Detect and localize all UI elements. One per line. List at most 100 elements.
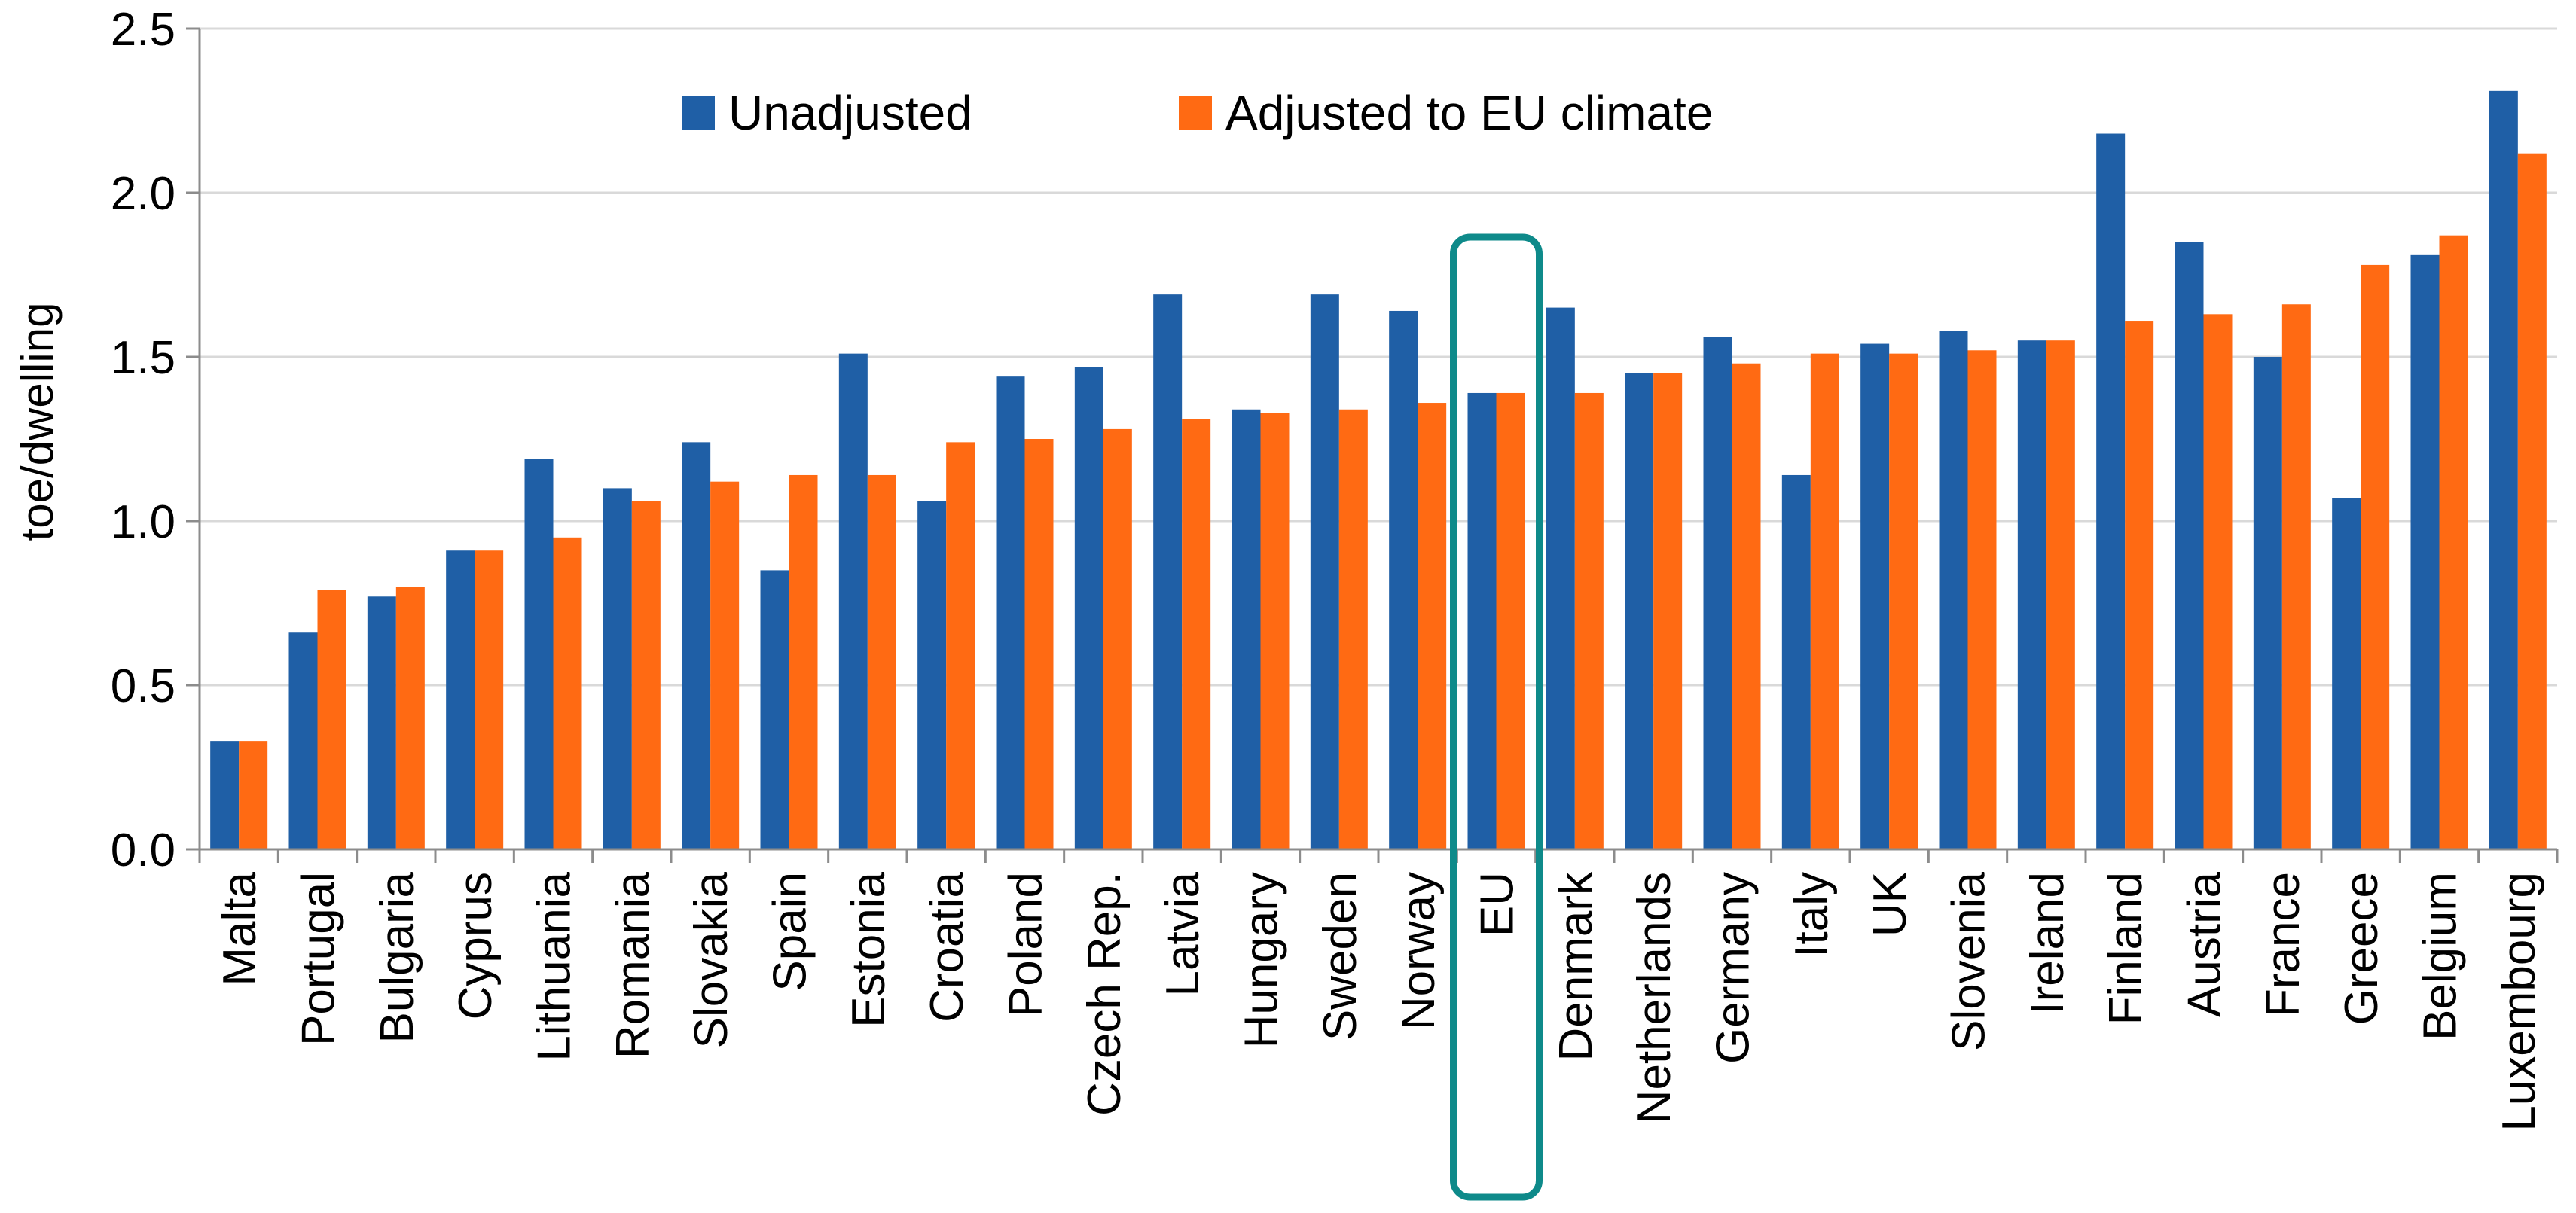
- x-tick-labels: Malta Portugal Bulgaria Cyprus Lithuania Roma…: [214, 871, 2545, 1132]
- bar-unadjusted-bulgaria: [367, 596, 396, 849]
- bar-unadjusted-estonia: [838, 353, 868, 849]
- bar-series: [210, 90, 2547, 850]
- bar-adjusted-austria: [2203, 314, 2233, 849]
- bar-unadjusted-malta: [210, 741, 240, 849]
- x-tick-label: Sweden: [1314, 872, 1366, 1041]
- bar-unadjusted-greece: [2332, 498, 2361, 849]
- x-tick-label: Austria: [2179, 871, 2231, 1016]
- x-tick-label: Denmark: [1550, 871, 1602, 1062]
- x-tick-label: Germany: [1708, 872, 1760, 1064]
- bar-adjusted-ireland: [2046, 340, 2075, 849]
- x-tick-label: Bulgaria: [371, 871, 423, 1043]
- bar-unadjusted-portugal: [288, 632, 318, 849]
- legend-swatch: [1179, 96, 1212, 130]
- bar-adjusted-greece: [2361, 264, 2390, 849]
- x-tick-label: Poland: [1000, 872, 1052, 1017]
- bar-adjusted-slovenia: [1967, 350, 1997, 849]
- bar-unadjusted-ireland: [2017, 340, 2046, 849]
- bar-unadjusted-czech-rep-: [1074, 367, 1103, 850]
- x-tick-label: Czech Rep.: [1079, 872, 1131, 1116]
- x-tick-label: Italy: [1786, 872, 1838, 958]
- bar-unadjusted-latvia: [1153, 294, 1183, 849]
- bar-adjusted-slovakia: [710, 481, 740, 849]
- x-tick-label: EU: [1472, 872, 1524, 937]
- x-tick-label: Netherlands: [1628, 872, 1680, 1123]
- bar-adjusted-denmark: [1574, 392, 1604, 849]
- y-tick-label: 1.5: [111, 332, 175, 384]
- bar-adjusted-sweden: [1338, 409, 1368, 849]
- bar-adjusted-romania: [631, 501, 661, 849]
- y-axis-label: toe/dwelling: [12, 303, 63, 541]
- y-tick-label: 2.5: [111, 4, 175, 56]
- x-tick-label: Romania: [607, 871, 659, 1059]
- x-tick-label: Spain: [765, 872, 816, 992]
- x-tick-label: Slovenia: [1943, 871, 1995, 1050]
- legend: Unadjusted Adjusted to EU climate: [682, 86, 1713, 140]
- x-tick-label: Norway: [1393, 872, 1445, 1030]
- bar-adjusted-czech-rep-: [1103, 428, 1132, 849]
- bar-unadjusted-uk: [1860, 343, 1890, 849]
- bar-unadjusted-lithuania: [524, 459, 554, 849]
- bar-adjusted-spain: [789, 474, 818, 849]
- bar-unadjusted-luxembourg: [2489, 90, 2518, 850]
- gridlines: [186, 27, 2557, 851]
- y-tick-label: 0.0: [111, 824, 175, 876]
- x-tick-label: Luxembourg: [2493, 872, 2545, 1132]
- bar-unadjusted-denmark: [1546, 307, 1575, 850]
- bar-adjusted-luxembourg: [2517, 153, 2547, 849]
- bar-unadjusted-slovenia: [1939, 331, 1968, 849]
- bar-adjusted-malta: [239, 741, 268, 849]
- bar-adjusted-eu: [1496, 392, 1525, 849]
- x-tick-label: Latvia: [1157, 871, 1209, 996]
- y-tick-label: 2.0: [111, 168, 175, 220]
- bar-unadjusted-croatia: [917, 501, 947, 849]
- x-tick-label: Belgium: [2415, 872, 2467, 1041]
- bar-adjusted-hungary: [1260, 413, 1290, 849]
- axes: [198, 29, 2559, 863]
- bar-unadjusted-hungary: [1232, 409, 1261, 849]
- bar-unadjusted-poland: [996, 376, 1025, 849]
- x-tick-label: Estonia: [843, 871, 895, 1027]
- x-tick-label: Malta: [214, 871, 266, 986]
- y-tick-label: 0.5: [111, 660, 175, 712]
- bar-adjusted-italy: [1810, 353, 1839, 849]
- bar-adjusted-norway: [1418, 403, 1447, 849]
- legend-label: Adjusted to EU climate: [1225, 86, 1713, 140]
- bar-adjusted-poland: [1024, 439, 1054, 849]
- bar-unadjusted-belgium: [2410, 254, 2440, 850]
- bar-adjusted-lithuania: [553, 537, 582, 849]
- bar-unadjusted-germany: [1703, 337, 1732, 850]
- x-tick-label: Ireland: [2022, 872, 2074, 1015]
- bar-unadjusted-eu: [1467, 392, 1497, 849]
- x-tick-label: Greece: [2336, 872, 2388, 1025]
- bar-unadjusted-norway: [1389, 310, 1418, 850]
- bar-unadjusted-spain: [760, 570, 789, 849]
- x-tick-label: Cyprus: [450, 872, 502, 1019]
- bar-adjusted-netherlands: [1653, 373, 1683, 849]
- bar-adjusted-belgium: [2439, 235, 2468, 849]
- bar-adjusted-uk: [1889, 353, 1918, 849]
- x-tick-label: Finland: [2100, 872, 2152, 1025]
- bar-adjusted-latvia: [1182, 419, 1211, 849]
- y-tick-label: 1.0: [111, 496, 175, 548]
- bar-adjusted-germany: [1732, 363, 1761, 850]
- x-tick-label: UK: [1864, 872, 1916, 937]
- x-tick-label: Hungary: [1236, 872, 1288, 1048]
- bar-adjusted-france: [2281, 304, 2311, 849]
- bar-unadjusted-slovakia: [682, 442, 711, 849]
- x-tick-label: Portugal: [293, 872, 345, 1046]
- bar-unadjusted-cyprus: [446, 550, 475, 849]
- bar-adjusted-portugal: [317, 590, 346, 849]
- x-tick-label: Slovakia: [685, 871, 737, 1048]
- bar-unadjusted-romania: [603, 488, 632, 849]
- bar-unadjusted-netherlands: [1625, 373, 1654, 849]
- bar-adjusted-croatia: [946, 442, 975, 849]
- bar-unadjusted-austria: [2175, 242, 2204, 849]
- bar-adjusted-finland: [2125, 321, 2154, 849]
- bar-adjusted-estonia: [867, 474, 896, 849]
- bar-adjusted-cyprus: [475, 550, 504, 849]
- bar-unadjusted-finland: [2096, 133, 2126, 849]
- eu-highlight-box: [1450, 233, 1543, 1201]
- bar-unadjusted-france: [2253, 357, 2282, 849]
